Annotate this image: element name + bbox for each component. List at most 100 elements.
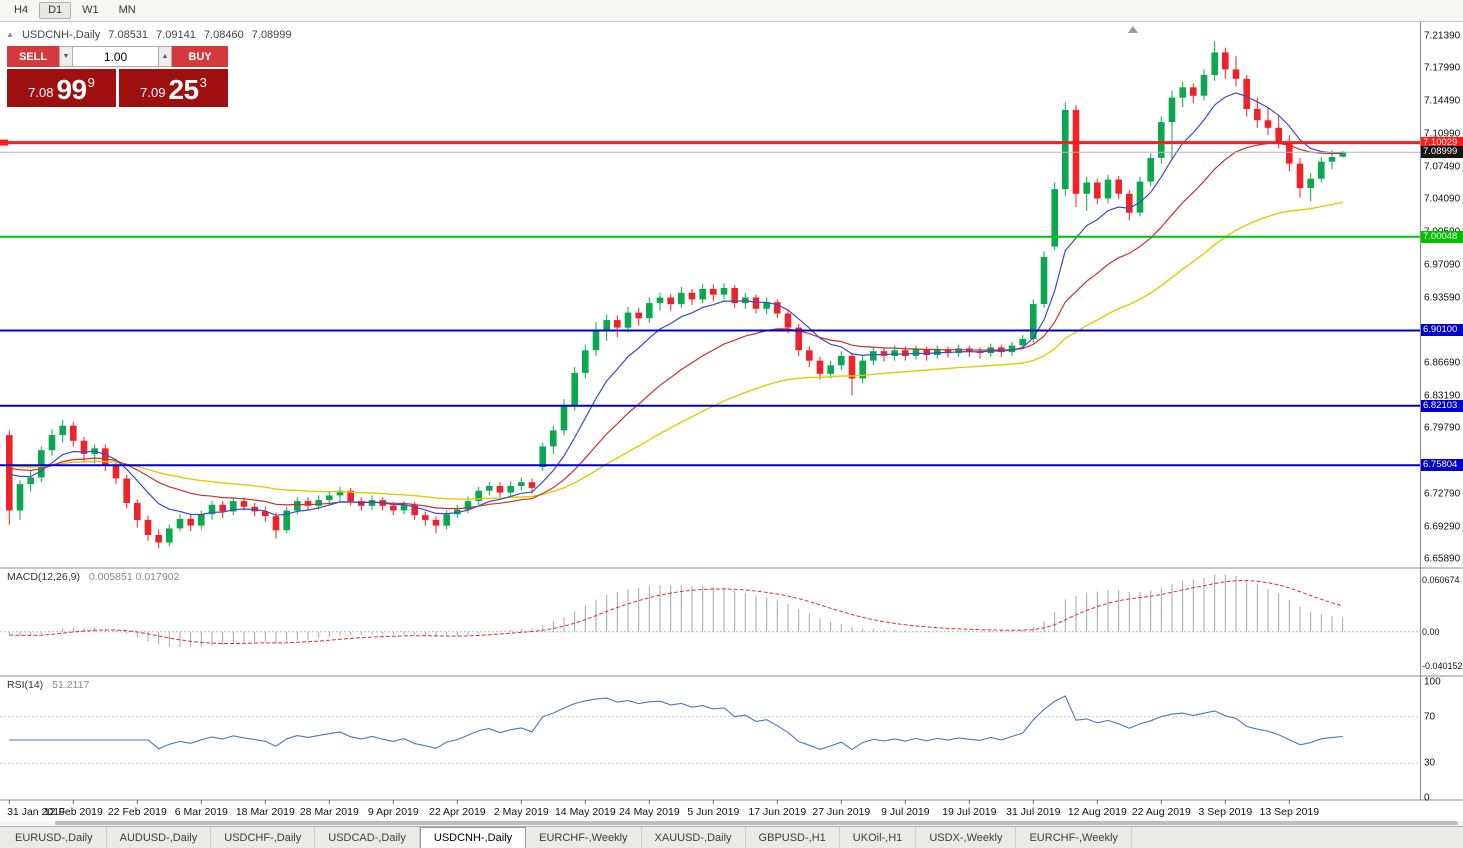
rsi-value: 51.2117 — [52, 679, 90, 691]
ma-mid-line — [9, 142, 1343, 510]
volume-decrease-button[interactable]: ▼ — [59, 46, 73, 67]
rsi-name: RSI(14) — [7, 679, 44, 691]
chart-canvas — [0, 22, 1463, 804]
ohlc-low: 7.08460 — [203, 29, 244, 41]
timeframe-button-mn[interactable]: MN — [118, 4, 136, 16]
macd-signal-line — [9, 579, 1343, 644]
ma-slow-line — [9, 201, 1343, 500]
date-axis-label: 12 Aug 2019 — [1067, 806, 1127, 818]
sell-price-pipette: 9 — [87, 75, 95, 90]
price-axis-label: 6.65890 — [1424, 553, 1461, 565]
date-axis-label: 9 Apr 2019 — [367, 806, 419, 818]
date-axis-label: 9 Jul 2019 — [881, 806, 930, 818]
rsi-axis-label: 70 — [1424, 711, 1436, 723]
chart-ohlc-header: ▲ USDCNH-,Daily 7.08531 7.09141 7.08460 … — [6, 29, 292, 41]
date-axis-label: 12 Feb 2019 — [43, 806, 103, 818]
date-axis-label: 31 Jan 2019 — [7, 806, 65, 818]
timeframe-button-h4[interactable]: H4 — [14, 4, 29, 16]
ma-fast-line — [9, 92, 1343, 516]
date-axis-label: 6 Mar 2019 — [174, 806, 228, 818]
trade-panel-collapse-icon[interactable]: ▲ — [6, 30, 14, 39]
rsi-axis-label: 100 — [1424, 676, 1441, 688]
date-axis-label: 28 Mar 2019 — [299, 806, 359, 818]
date-axis-label: 19 Jul 2019 — [942, 806, 997, 818]
price-axis-label: 6.97090 — [1424, 259, 1461, 271]
price-axis-label: 7.21390 — [1424, 30, 1461, 42]
ohlc-open: 7.08531 — [108, 29, 149, 41]
timeframe-button-w1[interactable]: W1 — [82, 4, 99, 16]
chart-tab-gbpusdh1[interactable]: GBPUSD-,H1 — [746, 827, 840, 848]
chart-tab-eurchfweekly[interactable]: EURCHF-,Weekly — [526, 827, 642, 848]
rsi-header: RSI(14) 51.2117 — [7, 679, 89, 691]
price-axis-label: 7.14490 — [1424, 95, 1461, 107]
chart-window: ▲ USDCNH-,Daily 7.08531 7.09141 7.08460 … — [0, 22, 1463, 826]
chart-tab-usdcnhdaily[interactable]: USDCNH-,Daily — [419, 827, 527, 848]
buy-button[interactable]: BUY — [172, 46, 228, 67]
scrollbar-thumb[interactable] — [55, 821, 1458, 825]
macd-axis-label: -0.040152 — [1422, 660, 1463, 671]
price-axis-label: 6.69290 — [1424, 521, 1461, 533]
price-axis-label: 7.17990 — [1424, 62, 1461, 74]
volume-increase-button[interactable]: ▲ — [158, 46, 172, 67]
buy-price-pips: 25 — [168, 74, 199, 106]
date-axis-label: 24 May 2019 — [618, 806, 680, 818]
price-axis-label: 6.72790 — [1424, 488, 1461, 500]
price-axis-label: 7.07490 — [1424, 161, 1461, 173]
date-axis-label: 17 Jun 2019 — [748, 806, 807, 818]
sell-price-whole: 7.08 — [28, 85, 54, 100]
volume-input[interactable]: 1.00 — [73, 46, 158, 67]
chart-tab-eurchfweekly[interactable]: EURCHF-,Weekly — [1016, 827, 1132, 848]
buy-price-display[interactable]: 7.09 25 3 — [119, 69, 228, 107]
chart-tab-usdcaddaily[interactable]: USDCAD-,Daily — [315, 827, 420, 848]
date-axis-label: 27 Jun 2019 — [812, 806, 871, 818]
price-axis[interactable]: 7.21390 7.17990 7.14490 7.10990 7.07490 7.040… — [1421, 22, 1463, 820]
macd-name: MACD(12,26,9) — [7, 571, 80, 583]
date-axis-label: 18 Mar 2019 — [235, 806, 295, 818]
date-ticks — [8, 800, 1290, 804]
chart-shift-marker[interactable] — [1128, 26, 1138, 33]
price-axis-label: 6.93590 — [1424, 292, 1461, 304]
chart-tab-usdxweekly[interactable]: USDX-,Weekly — [916, 827, 1017, 848]
timeframe-toolbar: H4 D1 W1 MN — [0, 0, 1463, 22]
chart-tab-usdchfdaily[interactable]: USDCHF-,Daily — [211, 827, 316, 848]
sell-price-display[interactable]: 7.08 99 9 — [7, 69, 116, 107]
chart-tab-bar: EURUSD-,Daily AUDUSD-,Daily USDCHF-,Daily U… — [0, 826, 1463, 848]
date-axis-label: 22 Apr 2019 — [429, 806, 486, 818]
rsi-axis-label: 0 — [1424, 792, 1430, 804]
date-axis-label: 31 Jul 2019 — [1006, 806, 1061, 818]
macd-values: 0.005851 0.017902 — [88, 571, 180, 583]
pane-separators — [0, 22, 1463, 801]
date-axis-label: 13 Sep 2019 — [1259, 806, 1320, 818]
price-level-badge: 6.82103 — [1421, 399, 1463, 412]
sell-button[interactable]: SELL — [7, 46, 59, 67]
price-level-badge: 7.00048 — [1421, 230, 1463, 243]
horizontal-scrollbar — [0, 821, 1463, 826]
macd-histogram — [8, 574, 1344, 648]
chart-tab-xauusddaily[interactable]: XAUUSD-,Daily — [642, 827, 746, 848]
sell-price-pips: 99 — [56, 74, 87, 106]
timeframe-button-d1[interactable]: D1 — [39, 2, 72, 19]
ohlc-high: 7.09141 — [156, 29, 196, 41]
current-price-badge: 7.08999 — [1421, 146, 1463, 159]
price-level-badge: 7.10029 — [1421, 136, 1463, 149]
rsi-line — [9, 695, 1343, 751]
price-axis-label: 6.86690 — [1424, 357, 1461, 369]
date-axis-label: 5 Jun 2019 — [687, 806, 740, 818]
chart-tab-eurusddaily[interactable]: EURUSD-,Daily — [2, 827, 107, 848]
date-axis[interactable]: 31 Jan 2019 12 Feb 2019 22 Feb 2019 6 Mar 2… — [0, 800, 1421, 820]
date-axis-label: 14 May 2019 — [554, 806, 616, 818]
price-axis-label: 6.79790 — [1424, 422, 1461, 434]
date-axis-label: 22 Aug 2019 — [1131, 806, 1191, 818]
chart-tab-audusddaily[interactable]: AUDUSD-,Daily — [107, 827, 212, 848]
macd-axis-label: 0.060674 — [1422, 575, 1460, 586]
price-level-badge: 6.90100 — [1421, 324, 1463, 337]
price-axis-label: 6.83190 — [1424, 390, 1461, 402]
one-click-trade-panel: SELL ▼ 1.00 ▲ BUY 7.08 99 9 7.09 25 3 — [7, 46, 228, 107]
level-left-marker — [0, 139, 8, 146]
date-axis-label: 3 Sep 2019 — [1198, 806, 1253, 818]
chart-tab-ukoilh1[interactable]: UKOil-,H1 — [840, 827, 917, 848]
date-axis-label: 2 May 2019 — [493, 806, 549, 818]
macd-axis-label: 0.00 — [1422, 626, 1440, 637]
candlestick-series — [6, 41, 1346, 549]
ohlc-close: 7.08999 — [251, 29, 292, 41]
